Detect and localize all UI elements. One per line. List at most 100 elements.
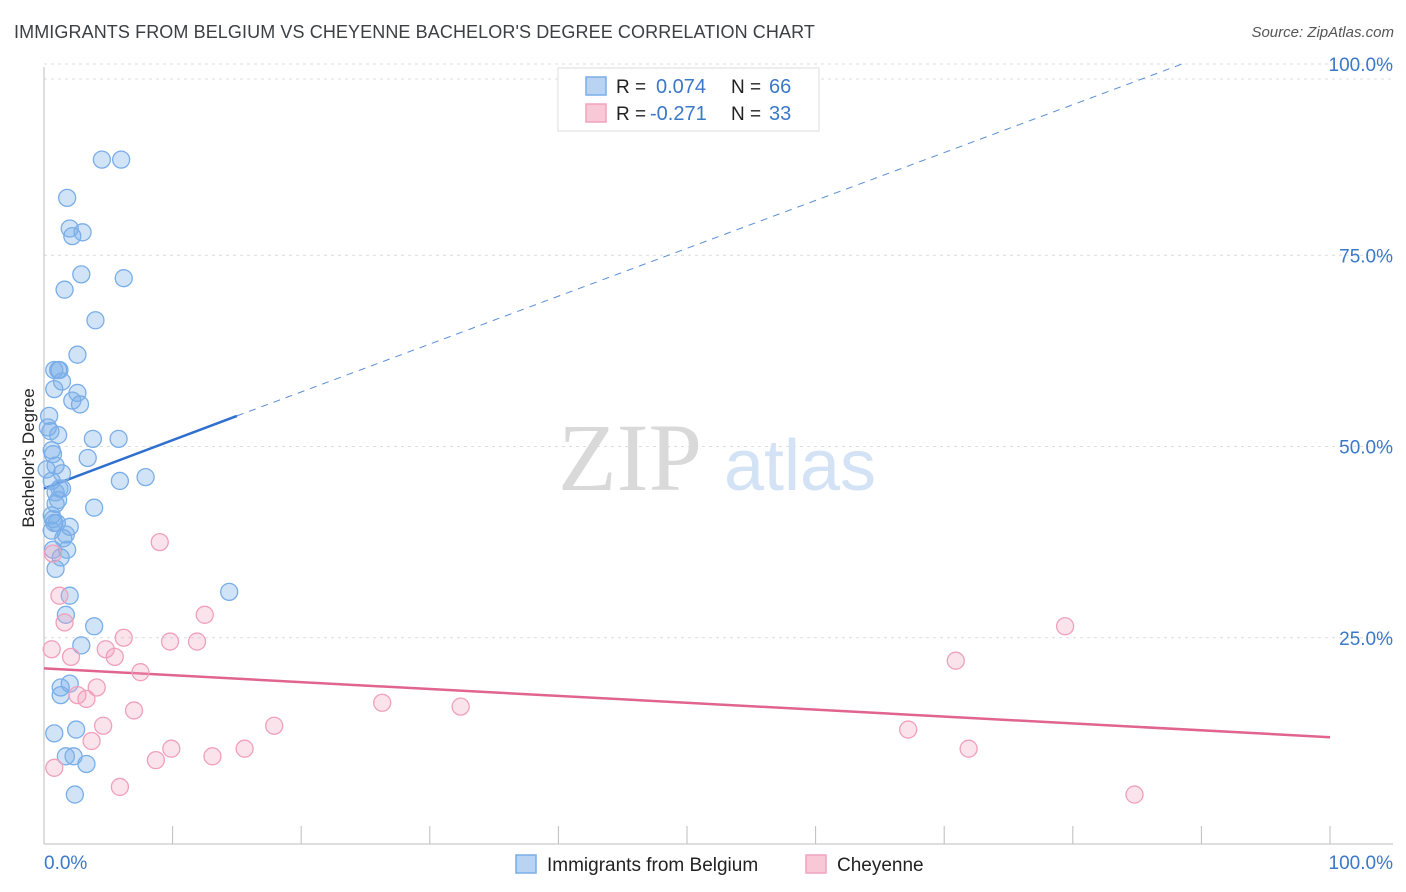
legend-r-label-2: R = — [616, 104, 646, 125]
point-cheyenne-2 — [50, 586, 69, 605]
legend-bottom-label-cheyenne: Cheyenne — [837, 855, 924, 876]
legend-bottom-swatch-cheyenne — [805, 854, 827, 874]
y-tick-label-0: 25.0% — [1339, 629, 1393, 650]
legend-swatch-cheyenne — [585, 103, 607, 123]
point-cheyenne-30 — [110, 777, 130, 797]
point-belgium-9 — [86, 311, 105, 330]
point-cheyenne-17 — [77, 689, 96, 709]
point-belgium-61 — [42, 471, 61, 491]
point-cheyenne-6 — [42, 640, 61, 659]
y-axis-label: Bachelor's Degree — [19, 388, 38, 527]
point-belgium-62 — [54, 529, 73, 548]
point-belgium-48 — [56, 605, 76, 624]
point-belgium-64 — [68, 383, 87, 403]
point-belgium-23 — [43, 444, 63, 464]
point-belgium-34 — [85, 498, 104, 517]
point-cheyenne-16 — [68, 685, 87, 705]
point-belgium-56 — [56, 747, 76, 766]
point-cheyenne-14 — [946, 651, 965, 670]
trend-cheyenne — [43, 667, 1331, 739]
legend-r-value-2: -0.271 — [650, 103, 707, 125]
axes — [43, 67, 1393, 845]
point-belgium-16 — [70, 395, 90, 414]
point-belgium-33 — [46, 494, 65, 514]
point-cheyenne-20 — [124, 701, 144, 720]
point-cheyenne-22 — [265, 716, 284, 735]
point-cheyenne-15 — [87, 678, 106, 697]
x-tick-label-max: 100.0% — [1329, 853, 1394, 874]
point-belgium-54 — [67, 720, 86, 739]
legend-n-label-1: N = — [731, 77, 761, 98]
point-belgium-10 — [68, 345, 87, 364]
watermark-zip: ZIP — [558, 404, 702, 511]
point-belgium-49 — [85, 617, 104, 636]
legend-bottom-swatch-belgium — [515, 854, 537, 874]
point-cheyenne-23 — [899, 720, 918, 739]
gridlines — [44, 63, 1393, 639]
y-tick-label-1: 50.0% — [1339, 438, 1393, 459]
point-belgium-63 — [46, 456, 65, 475]
legend-r-value-1: 0.074 — [656, 76, 706, 98]
point-belgium-46 — [60, 586, 79, 605]
point-cheyenne-31 — [1125, 785, 1144, 804]
point-belgium-24 — [78, 448, 97, 468]
legend-n-label-2: N = — [731, 104, 761, 125]
point-belgium-52 — [51, 678, 70, 697]
trend-belgium — [43, 414, 238, 490]
point-cheyenne-9 — [187, 632, 207, 651]
point-cheyenne-32 — [45, 758, 64, 777]
point-cheyenne-5 — [114, 628, 133, 647]
y-tick-label-3: 100.0% — [1329, 55, 1394, 76]
point-cheyenne-21 — [94, 716, 113, 735]
point-cheyenne-19 — [451, 697, 470, 716]
point-belgium-19 — [48, 425, 68, 445]
watermark-atlas: atlas — [724, 426, 876, 506]
watermark: ZIP atlas — [558, 404, 876, 511]
point-belgium-21 — [109, 429, 128, 449]
trend-lines — [43, 63, 1331, 739]
point-cheyenne-27 — [959, 739, 978, 758]
point-belgium-27 — [136, 467, 155, 487]
point-belgium-45 — [46, 559, 65, 579]
point-belgium-5 — [63, 226, 82, 246]
legend-swatch-belgium — [585, 76, 607, 96]
point-belgium-60 — [39, 406, 59, 426]
point-cheyenne-3 — [195, 605, 214, 624]
point-belgium-4 — [73, 223, 92, 242]
point-belgium-28 — [110, 471, 130, 491]
y-tick-label-2: 75.0% — [1339, 246, 1393, 267]
point-belgium-8 — [55, 280, 74, 299]
legend-r-label-1: R = — [616, 77, 646, 98]
point-cheyenne-13 — [1055, 617, 1075, 636]
point-cheyenne-1 — [43, 544, 63, 563]
point-cheyenne-4 — [55, 613, 74, 632]
point-cheyenne-26 — [235, 739, 254, 758]
point-cheyenne-18 — [373, 693, 392, 712]
legend-n-value-1: 66 — [769, 76, 791, 98]
data-points — [37, 150, 1144, 804]
point-belgium-65 — [50, 360, 69, 380]
legend-n-value-2: 33 — [769, 103, 791, 125]
point-cheyenne-24 — [82, 731, 101, 751]
x-tick-label-min: 0.0% — [44, 853, 87, 874]
point-belgium-58 — [77, 754, 96, 774]
point-belgium-55 — [45, 724, 64, 743]
point-cheyenne-10 — [61, 647, 81, 667]
point-cheyenne-28 — [146, 751, 166, 770]
point-belgium-2 — [57, 188, 77, 208]
point-cheyenne-12 — [131, 663, 150, 682]
point-belgium-13 — [52, 372, 72, 391]
point-belgium-53 — [51, 685, 70, 705]
point-cheyenne-11 — [105, 647, 124, 667]
point-belgium-20 — [83, 429, 103, 449]
point-belgium-50 — [72, 636, 91, 655]
chart-title: IMMIGRANTS FROM BELGIUM VS CHEYENNE BACH… — [14, 22, 815, 42]
point-belgium-1 — [112, 150, 131, 169]
point-cheyenne-25 — [162, 739, 181, 758]
source-label: Source: ZipAtlas.com — [1251, 24, 1394, 41]
point-belgium-14 — [45, 379, 64, 399]
point-belgium-7 — [114, 269, 133, 288]
legend-series: Immigrants from Belgium Cheyenne — [515, 854, 924, 876]
point-belgium-0 — [92, 150, 112, 169]
